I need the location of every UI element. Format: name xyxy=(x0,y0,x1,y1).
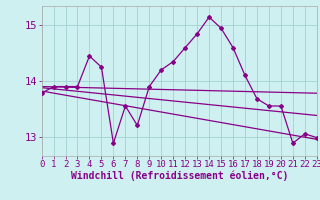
X-axis label: Windchill (Refroidissement éolien,°C): Windchill (Refroidissement éolien,°C) xyxy=(70,171,288,181)
